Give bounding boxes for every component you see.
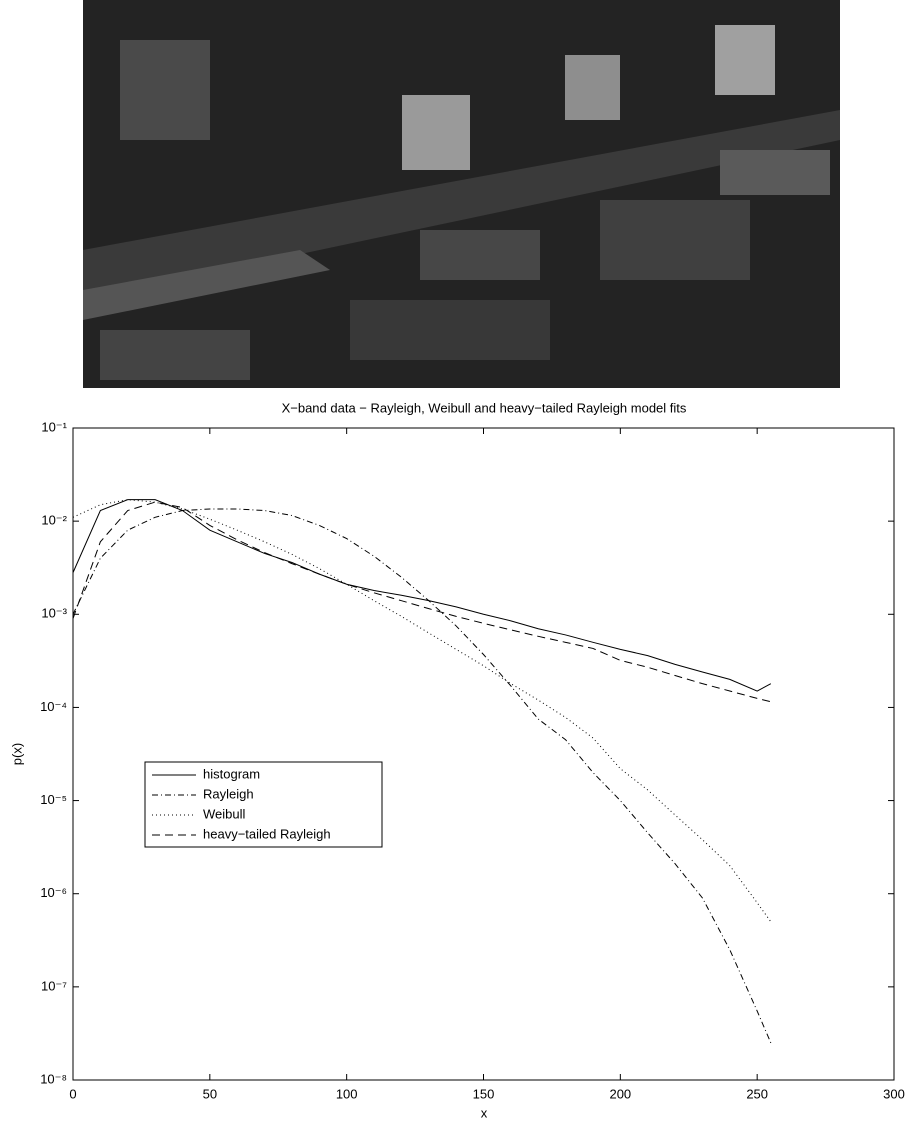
y-tick-label: 10⁻⁴ xyxy=(40,699,67,714)
x-tick-label: 150 xyxy=(473,1086,495,1101)
x-tick-label: 300 xyxy=(883,1086,905,1101)
legend-box xyxy=(144,761,383,848)
y-tick-label: 10⁻⁶ xyxy=(40,885,67,900)
y-tick-label: 10⁻⁷ xyxy=(41,978,67,993)
y-tick-label: 10⁻⁸ xyxy=(40,1071,67,1086)
chart-title: X−band data − Rayleigh, Weibull and heav… xyxy=(282,400,687,415)
series-line xyxy=(72,499,772,692)
sar-image xyxy=(83,0,840,388)
legend-label: histogram xyxy=(203,766,260,781)
axes-frame xyxy=(72,427,895,1081)
x-axis-label: x xyxy=(481,1105,488,1120)
y-tick-label: 10⁻³ xyxy=(41,606,67,621)
x-tick-label: 100 xyxy=(336,1086,358,1101)
legend-label: Weibull xyxy=(203,806,246,821)
series-line xyxy=(72,499,772,923)
x-tick-label: 0 xyxy=(69,1086,76,1101)
series-line xyxy=(72,508,772,1044)
legend-label: Rayleigh xyxy=(203,786,254,801)
y-tick-label: 10⁻⁵ xyxy=(40,792,67,807)
series-line xyxy=(72,501,771,703)
x-tick-label: 250 xyxy=(746,1086,768,1101)
x-tick-label: 200 xyxy=(609,1086,631,1101)
legend-label: heavy−tailed Rayleigh xyxy=(203,826,331,841)
y-axis-label: p(x) xyxy=(9,743,24,765)
y-tick-label: 10⁻² xyxy=(41,513,67,528)
x-tick-label: 50 xyxy=(203,1086,217,1101)
y-tick-label: 10⁻¹ xyxy=(41,419,67,434)
